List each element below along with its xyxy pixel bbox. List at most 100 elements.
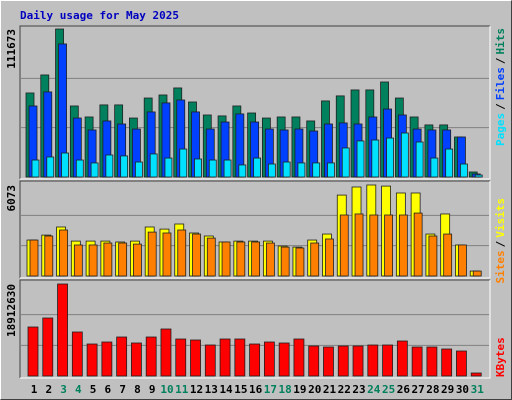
bar — [398, 214, 408, 277]
x-tick-label: 20 — [308, 383, 321, 396]
bar — [120, 155, 129, 178]
bar — [145, 336, 157, 377]
bar — [430, 157, 439, 178]
x-tick-label: 28 — [426, 383, 439, 396]
bar — [293, 338, 305, 377]
y-tick-label: 111673 — [5, 29, 18, 69]
bar — [280, 246, 290, 277]
bar — [415, 141, 424, 178]
bar — [297, 162, 306, 178]
bar — [147, 231, 157, 277]
legend: Sites / Visits — [494, 198, 507, 284]
bar — [162, 232, 172, 277]
x-tick-label: 6 — [105, 383, 112, 396]
bar — [456, 350, 467, 377]
y-tick-label: 18912630 — [5, 284, 18, 337]
plot-edge-light — [20, 26, 491, 180]
bar — [61, 152, 69, 178]
legend-separator: / — [494, 57, 507, 64]
bar — [223, 159, 232, 178]
legend-entry: Visits — [494, 198, 507, 238]
plot-edge-light — [20, 280, 491, 379]
bar — [29, 239, 39, 277]
bar — [458, 244, 467, 277]
bar — [192, 233, 201, 277]
bar — [282, 161, 291, 178]
bar — [382, 344, 393, 377]
bar — [31, 159, 40, 178]
bar — [428, 235, 438, 277]
x-tick-label: 25 — [382, 383, 395, 396]
bar — [470, 372, 482, 377]
plot-edge-dark — [19, 25, 490, 179]
bar — [236, 241, 246, 277]
legend-entry: Sites — [494, 250, 507, 283]
bar — [384, 214, 393, 277]
x-tick-label: 22 — [338, 383, 351, 396]
x-tick-label: 7 — [119, 383, 126, 396]
bar — [42, 317, 54, 377]
bar — [341, 147, 350, 178]
bar — [327, 162, 335, 178]
bar — [426, 346, 438, 377]
x-tick-label: 23 — [352, 383, 365, 396]
legend: Pages / Files / Hits — [494, 28, 507, 146]
bar — [219, 338, 231, 377]
x-tick-label: 26 — [397, 383, 411, 396]
bar — [116, 336, 128, 377]
bar — [75, 159, 84, 178]
bar — [105, 154, 114, 178]
bar — [400, 132, 409, 178]
bar — [337, 345, 349, 377]
bar — [354, 213, 364, 277]
bar — [135, 161, 143, 178]
bar — [206, 237, 216, 277]
bar — [310, 242, 320, 277]
bar — [175, 338, 187, 377]
plot-edge-dark — [19, 180, 490, 278]
bar — [57, 283, 68, 377]
bar — [71, 331, 83, 377]
bar — [238, 164, 247, 178]
x-tick-label: 30 — [456, 383, 469, 396]
bar — [441, 348, 453, 377]
x-tick-label: 4 — [75, 383, 82, 396]
x-tick-label: 21 — [323, 383, 337, 396]
bar — [86, 343, 98, 377]
bar — [59, 229, 68, 277]
x-tick-label: 1 — [31, 383, 38, 396]
bar — [44, 235, 54, 277]
bar — [177, 229, 187, 277]
x-tick-label: 18 — [279, 383, 292, 396]
bar — [267, 163, 276, 178]
plot-edge-light — [20, 181, 491, 279]
bar — [443, 233, 453, 277]
x-tick-label: 29 — [441, 383, 454, 396]
bar — [411, 346, 423, 377]
bar — [413, 212, 423, 277]
x-tick-label: 19 — [293, 383, 306, 396]
bar — [194, 158, 202, 178]
bar — [204, 344, 216, 377]
x-tick-label: 24 — [367, 383, 381, 396]
x-tick-label: 10 — [160, 383, 173, 396]
bar — [325, 238, 334, 277]
bar — [90, 162, 99, 178]
bar — [352, 345, 364, 377]
bar — [133, 243, 142, 277]
bar — [118, 242, 128, 277]
bar — [190, 339, 201, 377]
bar — [371, 139, 380, 178]
x-tick-label: 14 — [219, 383, 233, 396]
legend-entry: Hits — [494, 28, 507, 55]
legend-entry: Pages — [494, 113, 507, 146]
plot-edge-dark — [19, 279, 490, 378]
bar — [263, 341, 275, 377]
bar — [396, 340, 408, 377]
x-tick-label: 11 — [175, 383, 189, 396]
bar — [265, 242, 275, 277]
bar — [101, 341, 113, 377]
bar — [460, 163, 468, 178]
